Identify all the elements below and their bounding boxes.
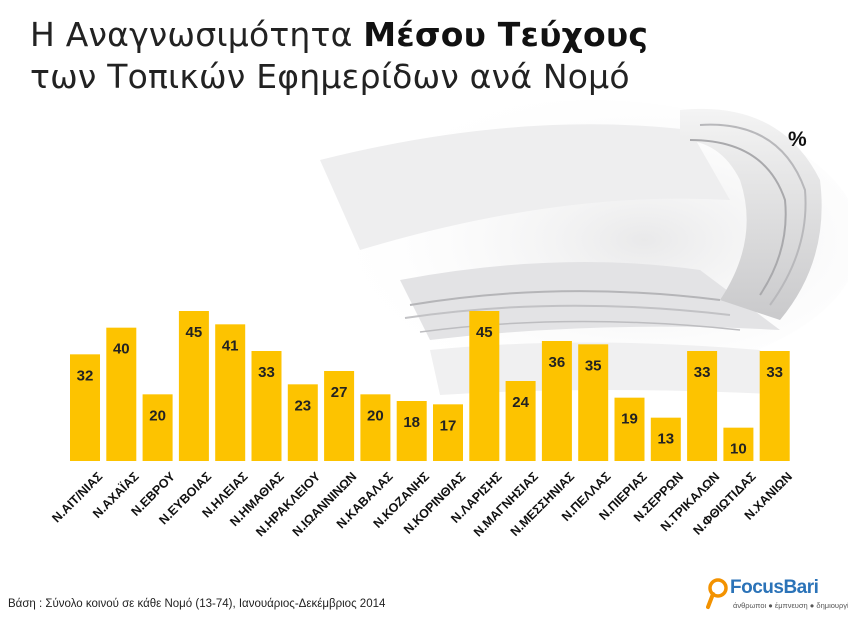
bar-value-label: 13 [657,431,674,448]
bar-19 [723,427,754,461]
bar-value-label: 35 [585,357,602,374]
bar-16 [614,397,645,461]
category-label: Ν.ΜΕΣΣΗΝΙΑΣ [508,469,578,539]
bar-20 [759,351,790,461]
bar-10 [396,401,427,461]
bar-4 [178,311,209,461]
title-line1-bold: Μέσου Τεύχους [363,15,649,54]
bar-value-label: 36 [549,354,566,371]
bar-14 [541,341,572,461]
bar-value-label: 33 [766,364,783,381]
bar-value-label: 17 [440,417,457,434]
bar-5 [215,324,246,461]
title-line1-normal: Η Αναγνωσιμότητα [30,15,364,54]
bar-value-label: 40 [113,341,130,358]
bar-6 [251,351,282,461]
bar-value-label: 20 [367,407,384,424]
category-label: Ν.ΗΡΑΚΛΕΙΟΥ [253,469,323,539]
bar-17 [650,417,681,461]
bar-9 [360,394,391,461]
brand-logo: FocusBari άνθρωποι ● έμπνευση ● δημιουργ… [706,575,848,615]
bar-7 [287,384,318,461]
chart-title: Η Αναγνωσιμότητα Μέσου Τεύχους των Τοπικ… [30,14,648,98]
bar-value-label: 41 [222,337,239,354]
bar-value-label: 19 [621,411,638,428]
bar-value-label: 32 [77,367,94,384]
bar-value-label: 10 [730,441,747,458]
bar-13 [505,381,536,461]
bar-15 [578,344,609,461]
bar-11 [433,404,463,461]
brand-tagline: άνθρωποι ● έμπνευση ● δημιουργία [733,601,848,610]
bar-value-label: 24 [512,394,529,411]
category-label: Ν.ΜΑΓΝΗΣΙΑΣ [471,469,541,539]
bar-value-label: 33 [258,364,275,381]
footnote: Βάση : Σύνολο κοινού σε κάθε Νομό (13-74… [8,598,386,610]
bar-value-label: 18 [403,414,420,431]
bar-8 [324,371,355,461]
bar-value-label: 45 [476,324,493,341]
bar-2 [106,327,137,461]
bar-3 [142,394,173,461]
bar-12 [469,311,500,461]
bar-value-label: 33 [694,364,711,381]
bar-value-label: 45 [186,324,203,341]
bar-18 [687,351,718,461]
brand-name: FocusBari [730,577,819,598]
category-label: Ν.ΦΘΙΩΤΙΔΑΣ [690,469,759,538]
title-line2: των Τοπικών Εφημερίδων ανά Νομό [30,57,630,96]
category-label: Ν.ΙΩΑΝΝΙΝΩΝ [290,469,360,539]
bar-1 [70,354,100,461]
magnifier-icon [706,578,728,609]
bar-value-label: 23 [294,397,311,414]
unit-label: % [788,128,807,151]
bar-value-label: 20 [149,407,166,424]
bar-value-label: 27 [331,384,348,401]
